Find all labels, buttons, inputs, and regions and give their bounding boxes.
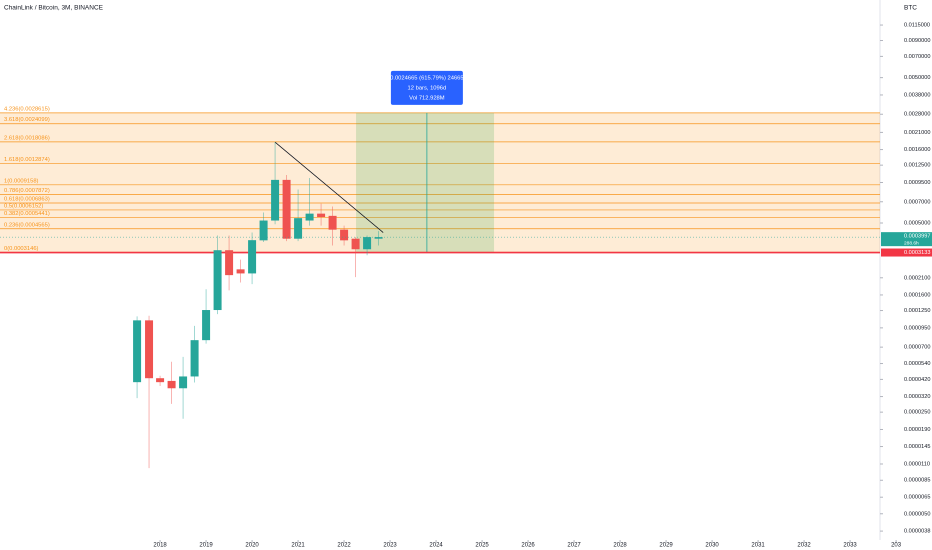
y-tick-label: 0.0000038: [904, 529, 930, 535]
x-tick-label: 2024: [429, 543, 443, 549]
candle-body: [340, 229, 349, 241]
y-tick-label: 0.0002100: [904, 275, 930, 281]
y-tick-label: 0.0000950: [904, 325, 930, 331]
x-tick-label: 2028: [613, 543, 627, 549]
x-tick-label: 2031: [751, 543, 765, 549]
candle-body: [259, 220, 268, 241]
x-tick-label: 2027: [567, 543, 581, 549]
candle-body: [317, 213, 326, 217]
candle-body: [248, 240, 257, 274]
projection-box: [356, 112, 495, 253]
y-tick-label: 0.0000540: [904, 361, 930, 367]
fib-label: 3.618(0.0024099): [4, 117, 50, 123]
x-tick-label: 2030: [705, 543, 719, 549]
y-tick-label: 0.0050000: [904, 75, 930, 81]
candle-body: [305, 213, 314, 221]
x-tick-label: 2029: [659, 543, 673, 549]
y-tick-label: 0.0000250: [904, 410, 930, 416]
x-tick-label: 2022: [337, 543, 351, 549]
y-tick-label: 0.0005000: [904, 220, 930, 226]
y-tick-label: 0.0021000: [904, 130, 930, 136]
x-tick-label: 2018: [153, 543, 167, 549]
y-tick-label: 0.0028000: [904, 112, 930, 118]
x-tick-label: 2026: [521, 543, 535, 549]
fib-label: 0.786(0.0007872): [4, 188, 50, 194]
candle-body: [179, 376, 188, 389]
y-tick-label: 0.0115000: [904, 23, 930, 29]
candle-body: [156, 378, 165, 383]
candle-body: [167, 380, 176, 389]
candle-body: [236, 269, 245, 274]
y-tick-label: 0.0000320: [904, 394, 930, 400]
fib-label: 2.618(0.0018086): [4, 135, 50, 141]
fib-label: 0.382(0.0005441): [4, 211, 50, 217]
y-tick-label: 0.0000190: [904, 427, 930, 433]
y-tick-label: 0.0090000: [904, 38, 930, 44]
candle-body: [213, 250, 222, 311]
candle-body: [133, 320, 142, 383]
support-tag: [881, 248, 932, 257]
candle-body: [202, 310, 211, 341]
x-tick-label: 2032: [797, 543, 811, 549]
x-tick-label: 2023: [383, 543, 397, 549]
y-tick-label: 0.0016000: [904, 147, 930, 153]
candle-body: [271, 179, 280, 221]
candle-body: [328, 215, 337, 230]
fib-label: 1(0.0009158): [4, 178, 39, 184]
chart-title: ChainLink / Bitcoin, 3M, BINANCE: [4, 5, 104, 12]
candle-body: [363, 237, 372, 250]
fib-label: 1.618(0.0012874): [4, 157, 50, 163]
y-tick-label: 0.0000420: [904, 377, 930, 383]
x-tick-label: 2020: [245, 543, 259, 549]
last-price-tag: [881, 232, 932, 247]
y-tick-label: 0.0000145: [904, 444, 930, 450]
support-label: 0.0003133: [904, 250, 930, 256]
y-tick-label: 0.0012500: [904, 163, 930, 169]
countdown: 288.6h: [904, 240, 919, 246]
candle-body: [225, 250, 234, 276]
fib-label: 0.618(0.0006863): [4, 197, 50, 203]
y-tick-label: 0.0000050: [904, 511, 930, 517]
candle-body: [282, 179, 291, 239]
trendline: [274, 141, 384, 233]
projection-text: 12 bars, 1096d: [408, 85, 447, 91]
projection-text: Vol 712.928M: [409, 95, 445, 101]
y-tick-label: 0.0000085: [904, 478, 930, 484]
y-tick-label: 0.0070000: [904, 54, 930, 60]
x-tick-label: 203: [891, 543, 902, 549]
fib-label: 0(0.0003146): [4, 246, 39, 252]
last-price-label: 0.0003997: [904, 234, 930, 240]
x-tick-label: 2021: [291, 543, 305, 549]
candle-body: [374, 237, 383, 239]
y-tick-label: 0.0000110: [904, 461, 930, 467]
x-tick-label: 2025: [475, 543, 489, 549]
y-tick-label: 0.0038000: [904, 92, 930, 98]
fib-label: 0.5(0.0006152): [4, 203, 43, 209]
projection-info: [390, 70, 463, 105]
x-tick-label: 2033: [843, 543, 857, 549]
candle-body: [190, 340, 199, 377]
y-tick-label: 0.0000700: [904, 345, 930, 351]
y-tick-label: 0.0000065: [904, 495, 930, 501]
candle-body: [351, 238, 360, 250]
fib-label: 4.236(0.0028615): [4, 106, 50, 112]
fib-label: 0.236(0.0004565): [4, 222, 50, 228]
x-tick-label: 2019: [199, 543, 213, 549]
y-tick-label: 0.0001600: [904, 292, 930, 298]
candle-body: [294, 218, 303, 239]
y-tick-label: 0.0009500: [904, 180, 930, 186]
candle-body: [145, 320, 154, 379]
y-tick-label: 0.0001250: [904, 308, 930, 314]
projection-text: 0.0024665 (615.79%) 24665: [390, 75, 464, 81]
y-tick-label: 0.0007000: [904, 199, 930, 205]
y-unit: BTC: [904, 5, 917, 12]
